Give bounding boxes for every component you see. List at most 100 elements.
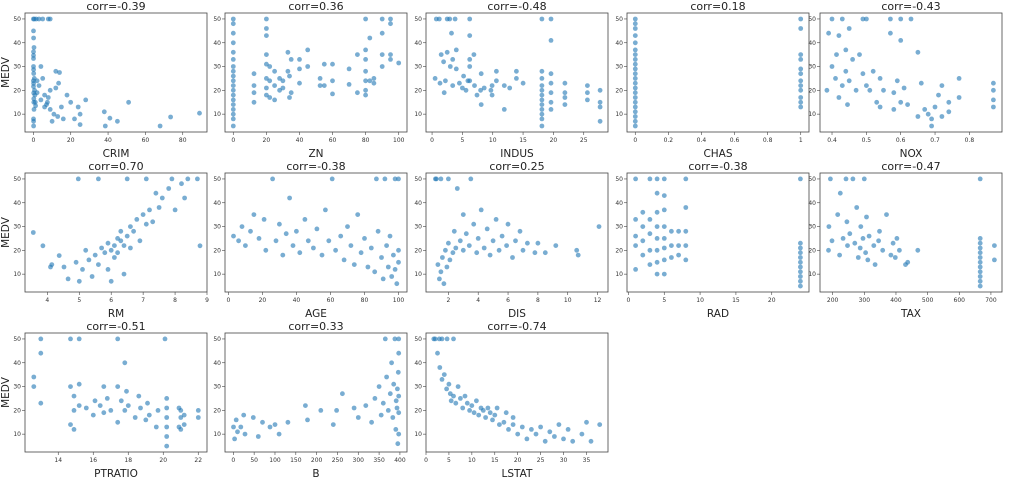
data-point bbox=[798, 83, 804, 88]
data-point bbox=[101, 109, 107, 115]
y-tick-label: 40 bbox=[13, 40, 21, 47]
y-tick-label: 10 bbox=[615, 271, 623, 278]
data-point bbox=[877, 76, 883, 81]
data-point bbox=[443, 78, 448, 84]
plot-frame bbox=[24, 172, 208, 293]
data-point bbox=[565, 427, 571, 432]
data-point bbox=[798, 269, 803, 275]
y-tick-label: 10 bbox=[213, 431, 221, 438]
data-point bbox=[892, 255, 898, 260]
x-tick-label: 20 bbox=[67, 137, 75, 144]
x-tick-label: 0.2 bbox=[664, 137, 674, 144]
data-point bbox=[147, 207, 152, 213]
y-tick-label: 40 bbox=[13, 360, 21, 367]
x-tick-label: 0.7 bbox=[930, 137, 940, 144]
data-point bbox=[519, 424, 525, 430]
data-point bbox=[376, 384, 382, 389]
data-point bbox=[178, 427, 184, 432]
data-point bbox=[632, 85, 638, 91]
data-point bbox=[870, 68, 876, 74]
data-point bbox=[230, 40, 236, 46]
x-tick-label: 80 bbox=[361, 297, 369, 304]
data-point bbox=[317, 83, 323, 88]
y-tick-label: 20 bbox=[13, 247, 21, 254]
data-point bbox=[460, 212, 466, 218]
data-point bbox=[475, 236, 481, 241]
x-tick-label: 0 bbox=[231, 457, 235, 464]
data-point bbox=[438, 176, 444, 182]
data-point bbox=[395, 369, 401, 375]
data-point bbox=[272, 422, 278, 427]
data-point bbox=[297, 57, 302, 62]
data-point bbox=[501, 107, 507, 112]
x-tick-label: 1 bbox=[799, 137, 803, 144]
data-point bbox=[441, 281, 447, 287]
x-tick-label: 20 bbox=[159, 457, 167, 464]
data-point bbox=[303, 403, 308, 408]
data-point bbox=[798, 240, 803, 246]
data-point bbox=[172, 207, 178, 213]
x-tick-label: 10 bbox=[696, 297, 704, 304]
data-point bbox=[363, 47, 368, 53]
data-point bbox=[481, 85, 487, 91]
data-point bbox=[483, 415, 488, 420]
data-point bbox=[562, 102, 568, 107]
data-point bbox=[255, 434, 261, 439]
subplot-title: corr=-0.38 bbox=[688, 160, 747, 173]
data-point bbox=[345, 224, 350, 230]
data-point bbox=[683, 176, 689, 182]
data-point bbox=[355, 90, 360, 96]
x-tick-label: 20 bbox=[768, 297, 776, 304]
x-tick-label: 60 bbox=[142, 137, 150, 144]
data-point bbox=[548, 16, 554, 22]
data-point bbox=[632, 57, 638, 62]
data-point bbox=[181, 412, 187, 418]
data-point bbox=[538, 424, 543, 430]
data-point bbox=[380, 276, 386, 282]
data-point bbox=[124, 233, 130, 239]
data-point bbox=[137, 238, 143, 244]
data-point bbox=[449, 30, 454, 36]
x-tick-label: 0.4 bbox=[697, 137, 707, 144]
data-point bbox=[108, 278, 114, 284]
data-point bbox=[877, 104, 883, 110]
x-tick-label: 4 bbox=[45, 297, 49, 304]
data-point bbox=[38, 64, 44, 69]
data-point bbox=[865, 257, 871, 263]
plot-frame bbox=[819, 12, 1003, 133]
data-point bbox=[513, 238, 518, 244]
data-point bbox=[230, 87, 236, 93]
data-point bbox=[798, 245, 803, 251]
subplot-title: corr=-0.48 bbox=[487, 0, 546, 13]
x-tick-label: 5 bbox=[77, 297, 81, 304]
data-point bbox=[150, 219, 156, 225]
data-point bbox=[836, 33, 842, 38]
data-point bbox=[447, 64, 453, 69]
data-point bbox=[798, 66, 804, 72]
y-tick-label: 20 bbox=[13, 87, 21, 94]
data-point bbox=[115, 250, 120, 256]
data-point bbox=[384, 374, 389, 380]
data-point bbox=[264, 85, 269, 91]
y-tick-label: 20 bbox=[213, 87, 221, 94]
data-point bbox=[798, 78, 804, 84]
data-point bbox=[31, 81, 36, 86]
x-tick-label: 350 bbox=[373, 457, 385, 464]
data-point bbox=[162, 336, 168, 342]
y-tick-label: 20 bbox=[414, 87, 422, 94]
data-point bbox=[76, 336, 82, 342]
data-point bbox=[267, 95, 273, 100]
data-point bbox=[380, 400, 386, 406]
y-tick-label: 20 bbox=[213, 247, 221, 254]
data-point bbox=[305, 47, 311, 53]
data-point bbox=[977, 259, 983, 265]
data-point bbox=[457, 238, 463, 244]
data-point bbox=[843, 68, 849, 74]
data-point bbox=[385, 264, 391, 270]
subplot-title: corr=-0.47 bbox=[881, 160, 940, 173]
data-point bbox=[86, 257, 92, 263]
x-tick-label: 0.8 bbox=[763, 137, 773, 144]
x-tick-label: 15 bbox=[519, 137, 527, 144]
y-tick-label: 10 bbox=[13, 111, 21, 118]
data-point bbox=[458, 396, 463, 401]
